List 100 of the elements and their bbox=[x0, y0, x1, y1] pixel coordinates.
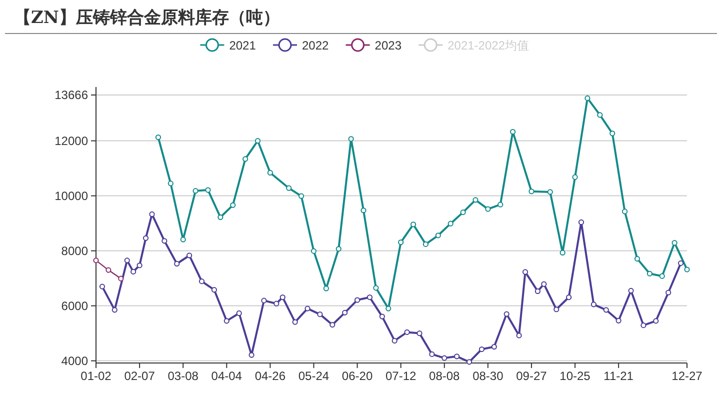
point bbox=[354, 297, 360, 303]
point bbox=[572, 174, 578, 180]
point bbox=[478, 346, 485, 352]
x-tick-label: 05-24 bbox=[298, 369, 330, 383]
point bbox=[205, 187, 211, 193]
point bbox=[678, 260, 684, 266]
point bbox=[672, 240, 678, 246]
x-tick-label: 09-27 bbox=[516, 369, 548, 383]
x-tick-label: 08-30 bbox=[472, 369, 504, 383]
point bbox=[292, 319, 298, 325]
y-tick-label: 4000 bbox=[61, 354, 88, 368]
x-tick-label: 07-12 bbox=[385, 369, 416, 383]
point bbox=[168, 180, 174, 186]
point bbox=[454, 354, 460, 360]
point bbox=[242, 156, 248, 162]
point bbox=[236, 310, 242, 316]
point bbox=[466, 359, 472, 365]
point bbox=[416, 330, 422, 336]
x-tick-label: 08-08 bbox=[429, 369, 460, 383]
x-tick-label: 12-27 bbox=[672, 369, 703, 383]
point bbox=[99, 284, 106, 290]
point bbox=[491, 344, 497, 350]
point bbox=[366, 294, 373, 300]
point bbox=[342, 310, 348, 316]
point bbox=[560, 250, 566, 256]
point bbox=[310, 248, 317, 254]
point bbox=[410, 222, 416, 228]
point bbox=[460, 210, 466, 216]
point bbox=[528, 188, 534, 194]
point bbox=[373, 285, 379, 291]
point bbox=[274, 300, 280, 306]
point bbox=[304, 306, 310, 312]
point bbox=[504, 311, 510, 317]
point bbox=[280, 294, 286, 300]
point bbox=[634, 256, 640, 262]
point bbox=[522, 269, 528, 275]
point bbox=[360, 208, 366, 214]
y-tick-label: 10000 bbox=[54, 188, 88, 203]
x-tick-label: 02-07 bbox=[124, 369, 156, 383]
point bbox=[422, 241, 429, 248]
point bbox=[622, 208, 628, 214]
point bbox=[192, 188, 198, 194]
point bbox=[130, 268, 136, 275]
point bbox=[124, 258, 130, 264]
point bbox=[541, 281, 547, 287]
point bbox=[386, 306, 392, 312]
point bbox=[330, 322, 336, 328]
point bbox=[659, 273, 665, 279]
x-tick-label: 10-25 bbox=[560, 369, 591, 383]
legend-label: 2023 bbox=[374, 38, 402, 52]
point bbox=[435, 232, 441, 238]
point bbox=[616, 318, 622, 324]
point bbox=[610, 130, 616, 136]
point bbox=[317, 312, 323, 318]
point bbox=[93, 258, 99, 264]
point bbox=[597, 112, 603, 118]
legend-label: 2022 bbox=[302, 38, 330, 52]
point bbox=[224, 318, 230, 324]
point bbox=[230, 202, 236, 208]
point bbox=[286, 185, 292, 191]
point bbox=[261, 298, 267, 304]
x-tick-label: 01-02 bbox=[80, 369, 112, 383]
point bbox=[554, 306, 560, 312]
point bbox=[112, 307, 118, 313]
point bbox=[653, 318, 659, 324]
point bbox=[590, 302, 596, 308]
point bbox=[603, 307, 609, 313]
point bbox=[578, 219, 584, 226]
point bbox=[485, 206, 491, 212]
point bbox=[323, 286, 329, 292]
y-tick-label: 8000 bbox=[61, 244, 88, 258]
point bbox=[472, 197, 478, 203]
chart-title: 【ZN】压铸锌合金原料库存（吨） bbox=[14, 8, 280, 28]
point bbox=[398, 239, 404, 246]
point bbox=[211, 287, 217, 293]
point bbox=[498, 202, 504, 208]
x-tick-label: 06-20 bbox=[342, 369, 373, 383]
point bbox=[186, 252, 192, 258]
y-tick-label: 12000 bbox=[54, 134, 88, 148]
x-tick-label: 11-21 bbox=[604, 369, 634, 383]
point bbox=[584, 95, 590, 101]
point bbox=[180, 236, 186, 242]
point bbox=[684, 266, 690, 272]
point bbox=[534, 288, 540, 294]
point bbox=[547, 189, 553, 195]
point bbox=[254, 138, 261, 144]
point bbox=[628, 288, 634, 294]
x-tick-label: 03-08 bbox=[168, 369, 199, 383]
point bbox=[646, 270, 652, 276]
point bbox=[336, 246, 342, 252]
point bbox=[404, 329, 410, 335]
point bbox=[392, 338, 398, 344]
point bbox=[142, 235, 149, 241]
point bbox=[198, 278, 205, 284]
point bbox=[162, 238, 168, 244]
point bbox=[174, 260, 180, 267]
point bbox=[566, 294, 572, 300]
point bbox=[248, 352, 254, 358]
point bbox=[666, 290, 672, 296]
point bbox=[348, 136, 354, 142]
